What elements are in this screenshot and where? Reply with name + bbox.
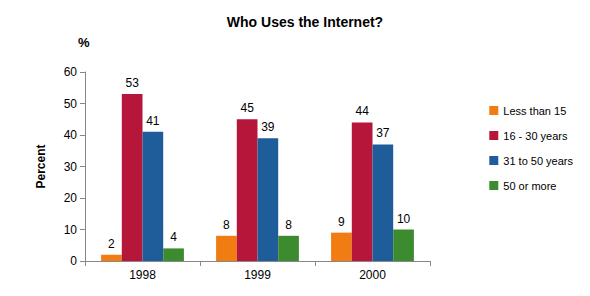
svg-text:Less than 15: Less than 15 [503,105,566,117]
svg-text:%: % [78,35,90,50]
svg-text:37: 37 [376,126,390,140]
svg-text:2000: 2000 [359,268,386,282]
svg-text:39: 39 [261,120,275,134]
svg-text:8: 8 [223,218,230,232]
svg-text:44: 44 [355,104,369,118]
svg-text:9: 9 [338,215,345,229]
svg-text:2: 2 [108,237,115,251]
svg-text:50: 50 [64,97,78,111]
svg-text:40: 40 [64,128,78,142]
svg-text:Who Uses the Internet?: Who Uses the Internet? [227,14,383,30]
svg-text:10: 10 [397,212,411,226]
svg-text:4: 4 [170,230,177,244]
svg-text:1999: 1999 [244,268,271,282]
svg-text:20: 20 [64,191,78,205]
svg-text:60: 60 [64,65,78,79]
svg-text:0: 0 [70,254,77,268]
svg-text:50 or more: 50 or more [503,180,556,192]
svg-text:53: 53 [125,76,139,90]
svg-text:30: 30 [64,160,78,174]
svg-text:1998: 1998 [129,268,156,282]
svg-text:45: 45 [240,101,254,115]
svg-text:41: 41 [146,114,160,128]
svg-text:8: 8 [285,218,292,232]
svg-text:Percent: Percent [34,144,48,188]
svg-text:10: 10 [64,223,78,237]
svg-text:16 - 30 years: 16 - 30 years [503,130,568,142]
svg-text:31 to 50 years: 31 to 50 years [503,155,573,167]
